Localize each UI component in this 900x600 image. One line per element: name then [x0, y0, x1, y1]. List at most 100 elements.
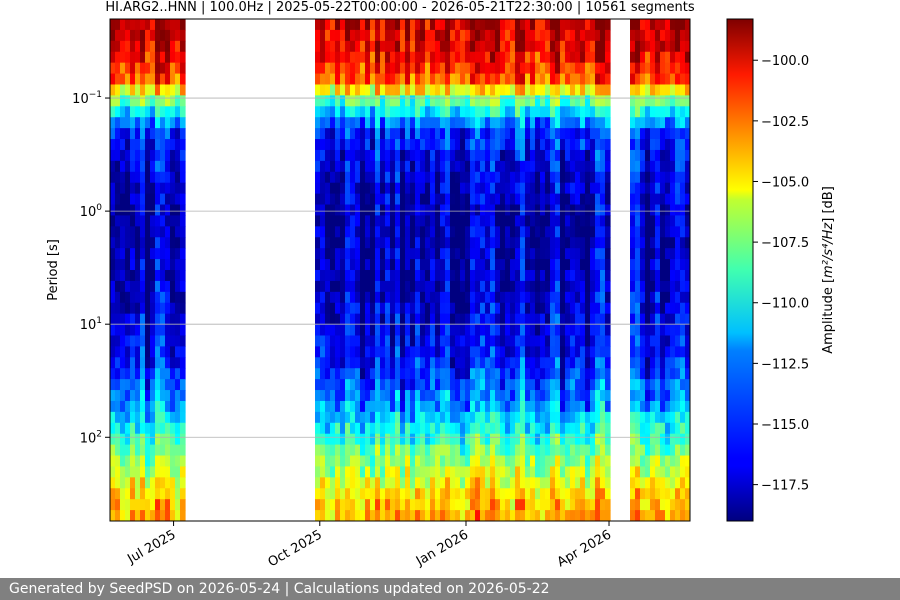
spectrogram-cell	[585, 19, 591, 31]
spectrogram-cell	[645, 499, 651, 511]
spectrogram-cell	[630, 357, 636, 369]
spectrogram-cell	[135, 237, 141, 249]
spectrogram-cell	[405, 128, 411, 140]
spectrogram-cell	[180, 302, 186, 315]
spectrogram-cell	[160, 346, 166, 358]
spectrogram-cell	[640, 51, 646, 64]
spectrogram-cell	[570, 313, 576, 326]
spectrogram-cell	[475, 149, 481, 162]
spectrogram-cell	[445, 411, 451, 424]
spectrogram-cell	[535, 62, 541, 75]
spectrogram-cell	[490, 280, 496, 293]
spectrogram-cell	[670, 422, 676, 435]
spectrogram-cell	[565, 313, 571, 326]
spectrogram-cell	[650, 466, 656, 478]
spectrogram-cell	[600, 488, 606, 500]
spectrogram-cell	[535, 19, 541, 31]
spectrogram-cell	[360, 84, 366, 96]
spectrogram-cell	[490, 455, 496, 468]
spectrogram-cell	[325, 215, 331, 227]
spectrogram-cell	[375, 455, 381, 468]
spectrogram-cell	[500, 400, 506, 413]
spectrogram-cell	[515, 466, 521, 478]
spectrogram-cell	[605, 390, 611, 402]
spectrogram-cell	[535, 139, 541, 151]
spectrogram-cell	[650, 106, 656, 118]
spectrogram-cell	[180, 171, 186, 184]
spectrogram-cell	[590, 466, 596, 478]
spectrogram-cell	[580, 139, 586, 151]
spectrogram-cell	[450, 237, 456, 249]
spectrogram-cell	[425, 510, 431, 521]
spectrogram-cell	[490, 346, 496, 358]
spectrogram-cell	[465, 400, 471, 413]
spectrogram-cell	[455, 182, 461, 195]
spectrogram-cell	[590, 117, 596, 129]
spectrogram-cell	[500, 139, 506, 151]
spectrogram-cell	[400, 259, 406, 271]
spectrogram-cell	[575, 510, 581, 521]
spectrogram-cell	[140, 270, 146, 282]
spectrogram-cell	[420, 357, 426, 369]
spectrogram-cell	[360, 29, 366, 42]
spectrogram-cell	[655, 368, 661, 380]
spectrogram-cell	[570, 128, 576, 140]
spectrogram-cell	[420, 335, 426, 347]
spectrogram-cell	[140, 51, 146, 64]
spectrogram-cell	[345, 499, 351, 511]
spectrogram-cell	[145, 226, 151, 238]
spectrogram-cell	[135, 488, 141, 500]
spectrogram-cell	[120, 106, 126, 118]
spectrogram-cell	[135, 248, 141, 260]
spectrogram-cell	[650, 346, 656, 358]
spectrogram-cell	[485, 313, 491, 326]
spectrogram-cell	[315, 106, 321, 118]
spectrogram-cell	[120, 379, 126, 391]
spectrogram-cell	[440, 117, 446, 129]
spectrogram-cell	[600, 149, 606, 162]
spectrogram-cell	[565, 357, 571, 369]
spectrogram-cell	[420, 226, 426, 238]
spectrogram-cell	[390, 226, 396, 238]
spectrogram-cell	[410, 335, 416, 347]
spectrogram-cell	[475, 106, 481, 118]
spectrogram-cell	[510, 19, 516, 31]
spectrogram-cell	[530, 291, 536, 304]
spectrogram-cell	[425, 357, 431, 369]
spectrogram-cell	[515, 182, 521, 195]
spectrogram-cell	[650, 357, 656, 369]
spectrogram-cell	[320, 95, 326, 107]
spectrogram-cell	[520, 51, 526, 64]
spectrogram-cell	[560, 171, 566, 184]
spectrogram-cell	[685, 455, 690, 468]
spectrogram-cell	[360, 19, 366, 31]
spectrogram-cell	[325, 248, 331, 260]
spectrogram-cell	[155, 400, 161, 413]
spectrogram-cell	[505, 19, 511, 31]
spectrogram-cell	[645, 117, 651, 129]
spectrogram-cell	[370, 455, 376, 468]
spectrogram-cell	[365, 455, 371, 468]
spectrogram-cell	[530, 379, 536, 391]
spectrogram-cell	[470, 324, 476, 337]
spectrogram-cell	[555, 324, 561, 337]
spectrogram-cell	[540, 106, 546, 118]
spectrogram-cell	[320, 477, 326, 489]
spectrogram-cell	[630, 62, 636, 75]
spectrogram-cell	[345, 313, 351, 326]
spectrogram-cell	[140, 84, 146, 96]
spectrogram-cell	[435, 390, 441, 402]
spectrogram-cell	[160, 149, 166, 162]
spectrogram-cell	[565, 422, 571, 435]
spectrogram-cell	[585, 29, 591, 42]
spectrogram-cell	[125, 324, 131, 337]
spectrogram-cell	[485, 466, 491, 478]
spectrogram-cell	[590, 379, 596, 391]
spectrogram-cell	[430, 270, 436, 282]
spectrogram-cell	[160, 259, 166, 271]
spectrogram-cell	[120, 171, 126, 184]
spectrogram-cell	[460, 390, 466, 402]
spectrogram-cell	[500, 302, 506, 315]
spectrogram-cell	[400, 19, 406, 31]
spectrogram-cell	[670, 291, 676, 304]
